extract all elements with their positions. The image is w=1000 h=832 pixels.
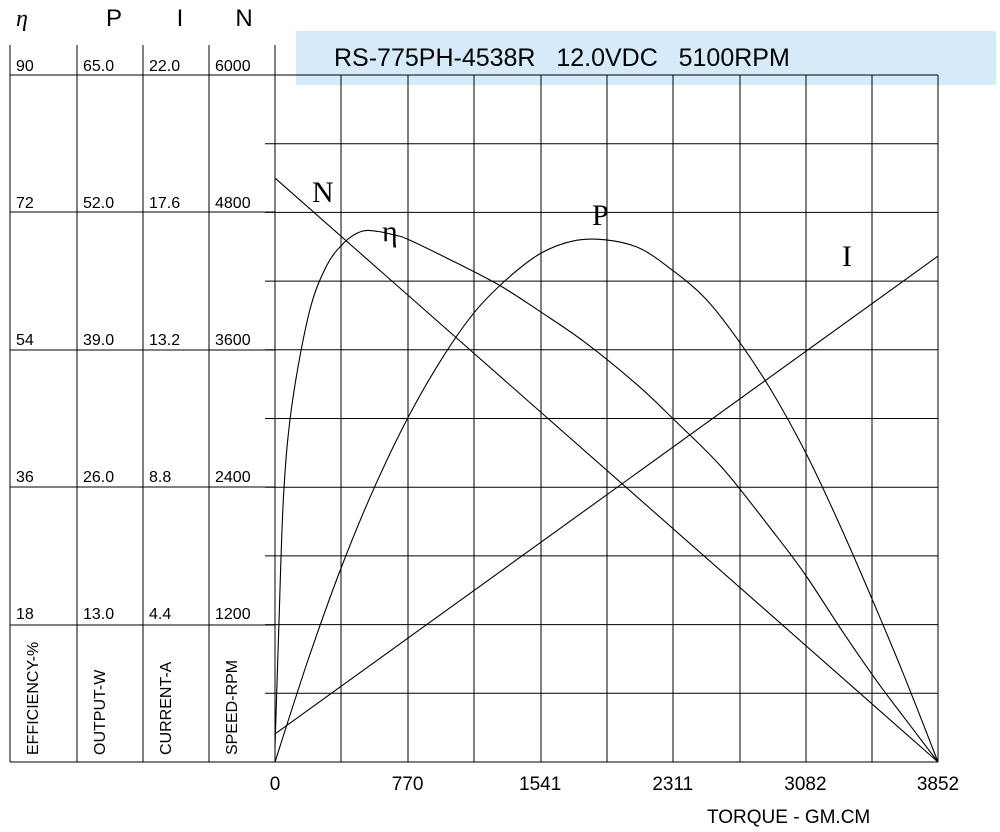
x-tick-label: 3852 [917, 774, 959, 795]
curves [274, 177, 939, 763]
y-tick-label: 22.0 [149, 58, 180, 75]
y-tick-label: 39.0 [83, 332, 114, 349]
axis-label-3: CURRENT-A [158, 661, 175, 755]
y-tick-label: 13.2 [149, 332, 180, 349]
x-tick-label: 3082 [784, 774, 826, 795]
y-tick-label: 4800 [215, 195, 251, 212]
y-tick-label: 26.0 [83, 469, 114, 486]
x-tick-labels: 0 770 1541 2311 3082 3852 [270, 774, 959, 795]
series-line-p [274, 238, 939, 763]
y-tick-label: 6000 [215, 58, 251, 75]
y-tick-label: 3600 [215, 332, 251, 349]
curve-label-n: N [312, 176, 334, 209]
axis-label-1: EFFICIENCY-% [25, 642, 42, 755]
axis-symbol-2: P [106, 5, 122, 32]
y-tick-label: 90 [16, 58, 34, 75]
curve-label-p: P [592, 199, 609, 232]
y-tick-label: 1200 [215, 606, 251, 623]
series-line-i [274, 255, 939, 735]
x-tick-label: 2311 [652, 774, 693, 795]
x-axis-label: TORQUE - GM.CM [707, 807, 870, 828]
y-tick-label: 17.6 [149, 195, 180, 212]
x-tick-label: 1541 [519, 774, 561, 795]
y-tick-label: 54 [16, 332, 34, 349]
axis-symbol-1: η [16, 6, 28, 32]
y-tick-label: 2400 [215, 469, 251, 486]
y-tick-label: 36 [16, 469, 34, 486]
y-tick-label: 65.0 [83, 58, 114, 75]
y-tick-label: 72 [16, 195, 34, 212]
series-line-eta [274, 229, 939, 763]
y-tick-label: 13.0 [83, 606, 114, 623]
series-line-n [274, 177, 939, 763]
axis-label-2: OUTPUT-W [92, 669, 109, 755]
axis-symbol-4: N [235, 5, 252, 32]
axis-symbol-3: I [177, 5, 184, 32]
curve-label-eta: η [382, 215, 398, 248]
axis-label-4: SPEED-RPM [224, 660, 241, 755]
title-banner [296, 31, 996, 85]
chart-title: RS-775PH-4538R 12.0VDC 5100RPM [334, 44, 790, 72]
x-tick-label: 770 [392, 774, 424, 795]
y-tick-label: 8.8 [149, 469, 171, 486]
grid [265, 74, 939, 763]
y-tick-label: 4.4 [149, 606, 171, 623]
y-tick-label: 18 [16, 606, 34, 623]
left-axis-columns: η 90 72 54 36 18 EFFICIENCY-% P 65.0 52.0 39.0 26.0… [9, 5, 276, 763]
y-tick-label: 52.0 [83, 195, 114, 212]
x-tick-label: 0 [270, 774, 281, 795]
curve-label-i: I [842, 240, 852, 273]
